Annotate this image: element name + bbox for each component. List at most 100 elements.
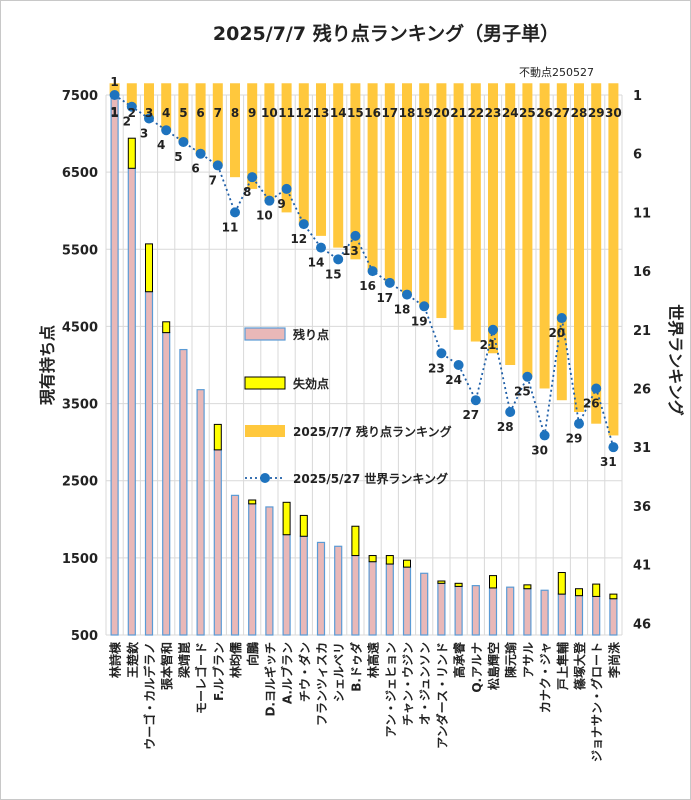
world-rank-label: 14 [308,256,325,270]
remain-bar [609,598,618,636]
world-rank-marker [608,442,619,453]
world-rank-marker [574,418,584,429]
remain-bar [437,582,446,636]
remain-bar [179,348,188,636]
remain-bar [351,554,360,636]
expire-bar [454,582,463,587]
y-tick-label: 1500 [62,552,98,567]
y-tick-label: 7500 [62,89,98,104]
rank-bar [402,83,412,295]
remain-bar [230,494,240,636]
expire-bar [213,423,222,451]
x-tick-label: オ・ジュンソン [418,642,432,725]
x-tick-label: 梁靖崑 [176,642,191,679]
x-tick-label: 篠塚大登 [572,641,587,690]
expire-bar [523,584,532,590]
rank-label: 1 [110,106,118,120]
remain-bar [110,94,119,636]
remain-bar [334,545,343,636]
legend-swatch-rank [245,425,285,437]
rank-bar [298,83,309,225]
world-rank-marker [178,136,189,147]
rank-label: 16 [364,106,381,120]
x-tick-label: D.ヨルギッチ [262,642,277,717]
rank-bar [574,83,584,412]
rank-label: 25 [519,106,536,120]
x-tick-label: カナク・ジャ [539,642,553,713]
world-rank-marker [126,101,137,112]
world-rank-label: 9 [277,197,285,211]
remain-bar [540,589,549,636]
world-rank-marker [247,172,258,183]
rank-label: 21 [450,106,467,120]
world-rank-label: 10 [256,209,273,223]
world-rank-label: 3 [140,126,148,140]
x-tick-label: A.ルブラン [280,642,295,704]
world-rank-label: 4 [157,138,165,152]
rank-bar [436,83,447,319]
x-tick-label: 高承睿 [452,641,467,678]
rank-label: 13 [313,106,330,120]
rank-label: 5 [179,106,187,120]
y-tick-label: 2500 [62,475,98,490]
rank-bar [281,83,292,213]
rank-bar [470,83,481,342]
world-rank-marker [436,348,447,359]
y-axis-title: 現有持ち点 [38,325,57,405]
world-rank-marker [556,313,567,324]
legend-swatch-remain [244,327,286,341]
rank-bar [247,83,258,189]
world-rank-marker [212,160,223,171]
rank-bar [126,83,137,107]
world-rank-label: 21 [480,338,497,352]
legend-label: 2025/5/27 世界ランキング [293,471,448,486]
y2-tick-label: 46 [633,617,651,632]
expire-bar [145,243,153,293]
legend-label: 残り点 [293,327,329,342]
rank-label: 27 [553,106,570,120]
remain-bar [454,585,463,636]
x-tick-label: 王楚欽 [125,641,140,678]
world-rank-marker [298,219,309,230]
world-rank-marker [144,113,154,124]
remain-bar [248,503,257,636]
rank-bar [195,83,206,154]
rank-bar [212,83,223,166]
remain-bar [506,586,515,636]
y2-tick-label: 26 [633,382,651,397]
rank-bar [419,83,430,307]
rank-label: 15 [347,106,364,120]
world-rank-label: 29 [566,432,583,446]
rank-bar [333,83,344,248]
world-rank-label: 1 [110,105,118,119]
x-tick-label: チウ・ダン [297,642,312,702]
rank-label: 6 [196,106,204,120]
remain-bar [420,572,429,636]
remain-bar [385,563,394,636]
rank-label: 7 [214,106,222,120]
rank-label: 4 [162,106,170,120]
x-tick-label: 松島輝空 [486,642,501,690]
rank-label: 18 [399,106,416,120]
rank-bar [505,83,516,366]
y2-tick-label: 31 [633,441,651,456]
x-tick-label: 林昀儒 [228,642,243,678]
world-rank-label: 1 [110,75,118,89]
x-tick-label: 戸上隼輔 [555,642,570,690]
remain-bar [299,535,308,636]
world-rank-label: 24 [445,373,462,387]
y2-tick-label: 21 [633,324,651,339]
world-rank-marker [350,230,361,241]
rank-bar [384,83,395,283]
world-rank-marker [539,430,550,441]
rank-label: 19 [416,106,433,120]
world-rank-label: 5 [174,150,182,164]
x-tick-label: 張本智和 [159,642,174,690]
rank-label: 8 [231,106,239,120]
x-tick-label: 林高遠 [366,642,381,678]
y2-tick-label: 1 [633,89,642,104]
y-tick-label: 3500 [62,398,98,413]
x-tick-label: アサル [521,642,535,678]
y2-tick-label: 16 [633,265,651,280]
